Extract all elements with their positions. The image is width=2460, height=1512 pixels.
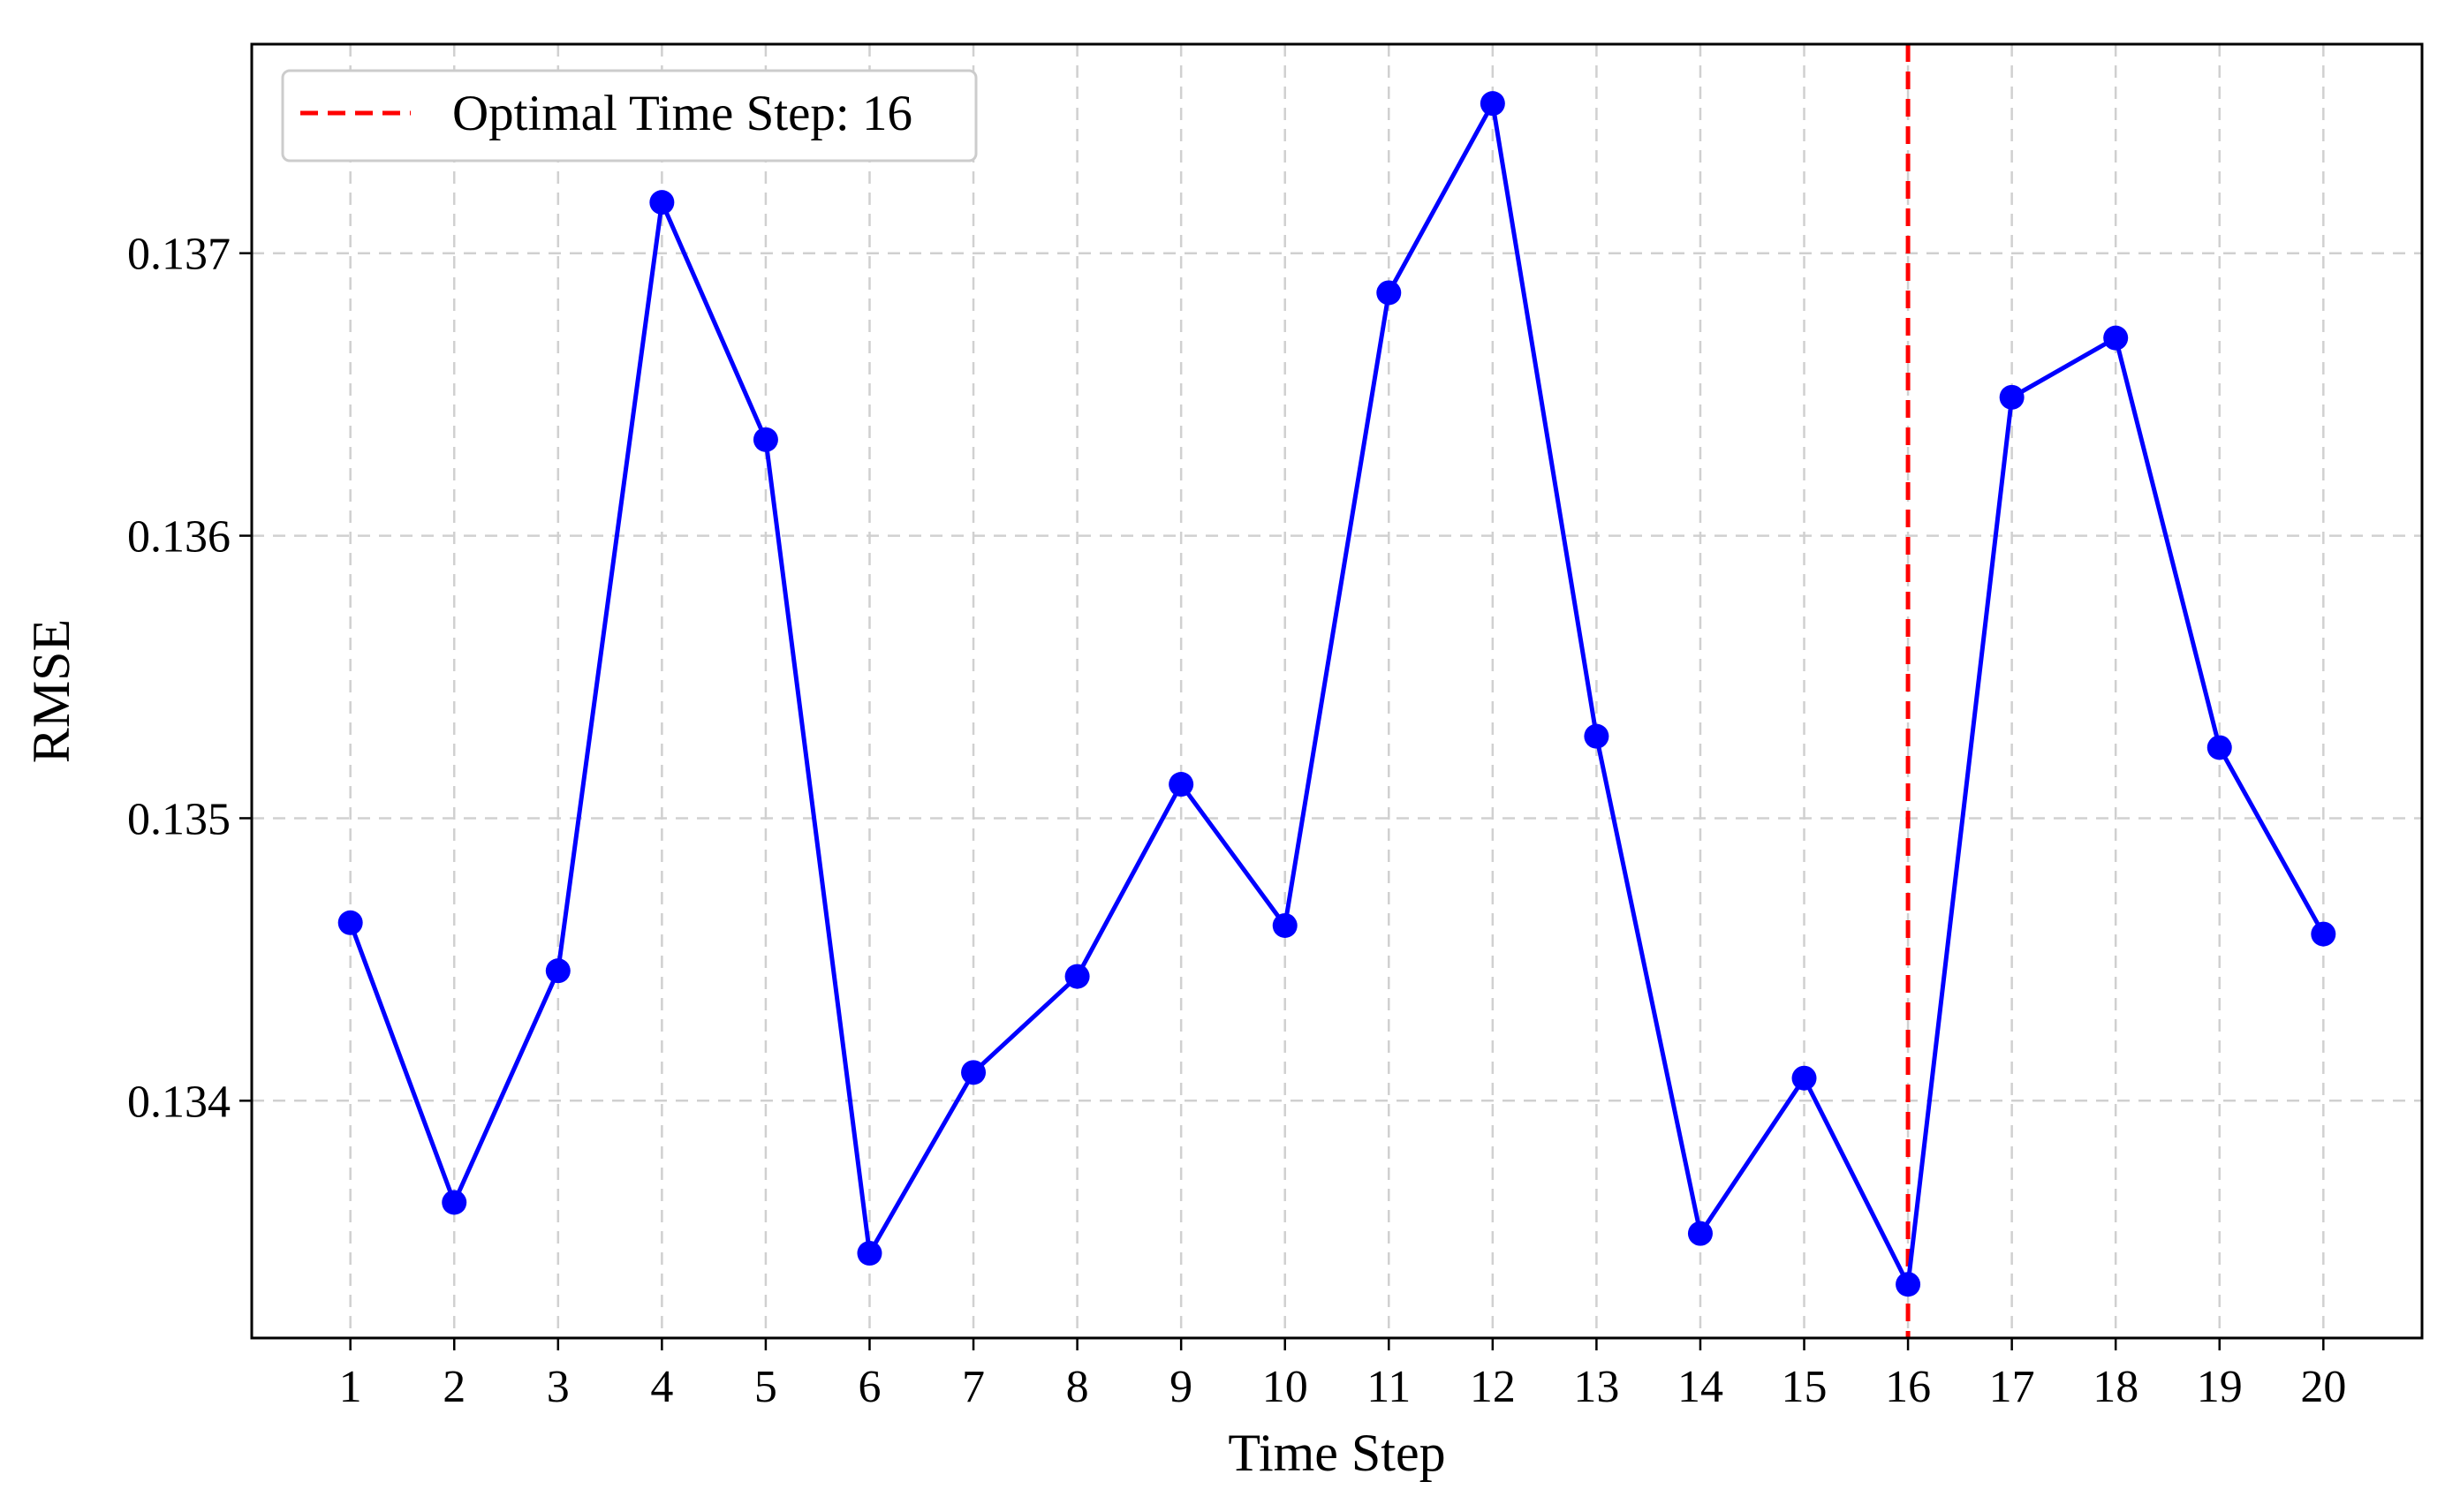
x-tick-label: 9 — [1169, 1362, 1192, 1412]
rmse-data-point — [1687, 1221, 1713, 1246]
x-tick-label: 17 — [1989, 1362, 2035, 1412]
x-tick-label: 10 — [1262, 1362, 1308, 1412]
rmse-data-point — [961, 1060, 987, 1085]
rmse-data-point — [1896, 1272, 1921, 1297]
x-tick-label: 18 — [2093, 1362, 2138, 1412]
rmse-data-point — [545, 958, 571, 984]
x-axis-title: Time Step — [1228, 1424, 1445, 1482]
x-tick-label: 4 — [650, 1362, 673, 1412]
tick-layer: 1 2 3 4 5 6 7 8 9 10 11 12 13 14 15 16 17 18 19 200.1340.13… — [127, 230, 2346, 1412]
y-tick-label: 0.136 — [127, 512, 231, 563]
x-tick-label: 13 — [1573, 1362, 1619, 1412]
x-tick-label: 6 — [858, 1362, 881, 1412]
rmse-data-point — [1272, 912, 1298, 938]
x-tick-label: 8 — [1066, 1362, 1089, 1412]
x-tick-label: 12 — [1470, 1362, 1516, 1412]
grid-lines — [252, 44, 2422, 1338]
x-tick-label: 14 — [1677, 1362, 1723, 1412]
x-tick-label: 2 — [443, 1362, 466, 1412]
rmse-data-point — [753, 427, 778, 452]
rmse-data-point — [2311, 921, 2336, 947]
y-tick-label: 0.134 — [127, 1077, 231, 1127]
legend: Optimal Time Step: 16 — [281, 69, 978, 163]
rmse-series-line — [348, 101, 2326, 1287]
rmse-data-point — [1584, 723, 1609, 749]
x-tick-label: 1 — [339, 1362, 362, 1412]
series-layer — [337, 91, 2336, 1297]
rmse-data-point — [1480, 91, 1505, 117]
x-tick-label: 3 — [547, 1362, 570, 1412]
rmse-data-point — [1791, 1065, 1817, 1091]
rmse-data-point — [2103, 325, 2129, 351]
plot-frame — [250, 42, 2424, 1340]
legend-box — [281, 69, 978, 163]
rmse-data-point — [1376, 280, 1402, 306]
rmse-data-point — [442, 1190, 467, 1215]
y-tick-label: 0.135 — [127, 794, 231, 844]
y-axis-title: RMSE — [22, 619, 80, 763]
x-tick-label: 16 — [1885, 1362, 1931, 1412]
rmse-data-point — [1169, 772, 1194, 798]
rmse-data-point — [2206, 735, 2232, 760]
rmse-data-point — [1064, 964, 1090, 989]
y-tick-label: 0.137 — [127, 230, 231, 280]
x-tick-label: 20 — [2300, 1362, 2346, 1412]
rmse-data-point — [857, 1241, 882, 1266]
x-tick-label: 11 — [1366, 1362, 1411, 1412]
x-tick-label: 7 — [962, 1362, 985, 1412]
rmse-data-point — [337, 910, 363, 935]
rmse-data-point — [649, 190, 675, 215]
x-tick-label: 5 — [754, 1362, 777, 1412]
x-tick-label: 15 — [1782, 1362, 1828, 1412]
rmse-data-point — [1999, 384, 2025, 410]
legend-label-optimal: Optimal Time Step: 16 — [452, 86, 912, 141]
x-tick-label: 19 — [2197, 1362, 2243, 1412]
